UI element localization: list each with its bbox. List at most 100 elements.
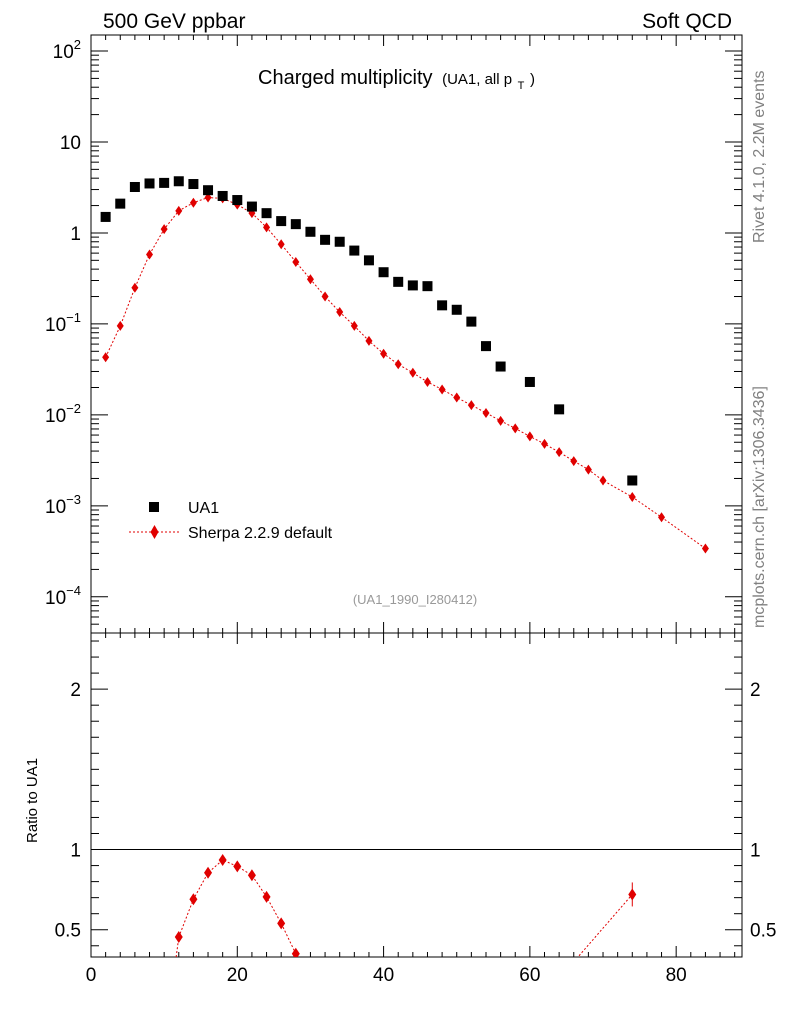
main-plot-frame xyxy=(90,34,743,634)
sherpa-point xyxy=(380,348,388,359)
ua1-point xyxy=(495,361,506,372)
ratio-point xyxy=(218,853,227,866)
sherpa-point xyxy=(526,431,534,442)
sherpa-point xyxy=(482,407,490,418)
sherpa-point xyxy=(365,335,373,346)
sherpa-point xyxy=(467,400,475,411)
header-right: Soft QCD xyxy=(642,10,732,33)
ua1-point xyxy=(290,219,301,230)
x-tick-label: 80 xyxy=(666,965,687,986)
y-tick-label: 10−4 xyxy=(45,583,81,609)
legend-ua1-label: UA1 xyxy=(188,500,219,517)
ua1-point xyxy=(524,376,535,387)
ua1-point xyxy=(100,211,111,222)
sherpa-point xyxy=(555,447,563,458)
ratio-series xyxy=(174,853,637,957)
sherpa-point xyxy=(584,464,592,475)
ua1-point xyxy=(129,181,140,192)
sherpa-point xyxy=(189,197,197,208)
ua1-point xyxy=(305,226,316,237)
ua1-point xyxy=(173,176,184,187)
source-label: (UA1_1990_I280412) xyxy=(353,592,477,607)
x-tick-label: 40 xyxy=(373,965,394,986)
ratio-point xyxy=(247,869,256,882)
ratio-point xyxy=(174,930,183,943)
legend-sherpa-label: Sherpa 2.2.9 default xyxy=(188,525,333,542)
ratio-tick-label: 1 xyxy=(70,841,81,862)
ua1-point xyxy=(422,281,433,292)
ratio-point xyxy=(233,860,242,873)
legend-ua1-marker xyxy=(149,502,159,512)
sherpa-point xyxy=(701,543,709,554)
x-tick-label: 0 xyxy=(86,965,97,986)
ua1-point xyxy=(144,178,155,189)
ua1-point xyxy=(627,475,638,486)
ratio-line-right xyxy=(577,894,633,957)
sherpa-point xyxy=(541,438,549,449)
ratio-plot-frame xyxy=(90,632,743,958)
ratio-tick-label-right: 0.5 xyxy=(750,921,776,942)
ratio-line-left xyxy=(175,859,297,957)
sherpa-point xyxy=(292,256,300,267)
ua1-point xyxy=(115,198,126,209)
chart-subtitle-subscript: T xyxy=(518,80,525,92)
chart-title: Charged multiplicity (UA1, all p T ) xyxy=(258,67,535,94)
ua1-point xyxy=(437,300,448,311)
sherpa-point xyxy=(116,320,124,331)
ua1-point xyxy=(320,234,331,245)
ua1-point xyxy=(159,177,170,188)
sherpa-point xyxy=(497,415,505,426)
sherpa-point xyxy=(131,282,139,293)
sherpa-point xyxy=(511,423,519,434)
side-text-version: Rivet 4.1.0, 2.2M events xyxy=(751,70,768,243)
sherpa-point xyxy=(160,224,168,235)
ua1-point xyxy=(554,404,565,415)
sherpa-point xyxy=(628,492,636,503)
header-left: 500 GeV ppbar xyxy=(103,10,245,33)
ua1-point xyxy=(466,316,477,327)
ua1-point xyxy=(203,185,214,196)
ratio-point xyxy=(277,917,286,930)
ratio-ylabel: Ratio to UA1 xyxy=(24,758,41,843)
side-text-site: mcplots.cern.ch [arXiv:1306.3436] xyxy=(751,386,768,628)
sherpa-point xyxy=(453,392,461,403)
ratio-tick-label: 0.5 xyxy=(55,921,81,942)
sherpa-point xyxy=(263,222,271,233)
sherpa-point xyxy=(102,352,110,363)
ua1-point xyxy=(451,304,462,315)
ratio-tick-label-right: 2 xyxy=(750,680,761,701)
ua1-point xyxy=(378,267,389,278)
sherpa-point xyxy=(438,384,446,395)
ua1-point xyxy=(217,190,228,201)
sherpa-point xyxy=(570,456,578,467)
y-tick-label: 10 xyxy=(60,133,81,154)
sherpa-point xyxy=(336,307,344,318)
ua1-point xyxy=(188,179,199,190)
ratio-tick-label-right: 1 xyxy=(750,841,761,862)
chart-subtitle: (UA1, all p xyxy=(442,71,512,88)
x-tick-label: 60 xyxy=(519,965,540,986)
y-tick-label: 1 xyxy=(70,224,81,245)
ua1-point xyxy=(246,201,257,212)
ratio-point xyxy=(189,893,198,906)
ua1-point xyxy=(276,216,287,227)
sherpa-point xyxy=(599,475,607,486)
ratio-point xyxy=(291,947,300,957)
sherpa-point xyxy=(146,249,154,260)
sherpa-point xyxy=(394,359,402,370)
sherpa-point xyxy=(277,239,285,250)
ua1-point xyxy=(349,245,360,256)
ua1-point xyxy=(261,208,272,219)
ratio-point xyxy=(262,890,271,903)
chart-subtitle-end: ) xyxy=(530,71,535,88)
ratio-tick-label: 2 xyxy=(70,680,81,701)
ua1-point xyxy=(393,276,404,287)
sherpa-line xyxy=(105,196,706,549)
ua1-point xyxy=(232,195,243,206)
sherpa-point xyxy=(175,205,183,216)
y-tick-label: 102 xyxy=(53,37,81,63)
y-tick-label: 10−2 xyxy=(45,401,81,427)
sherpa-point xyxy=(423,376,431,387)
legend: UA1 Sherpa 2.2.9 default xyxy=(129,500,333,542)
